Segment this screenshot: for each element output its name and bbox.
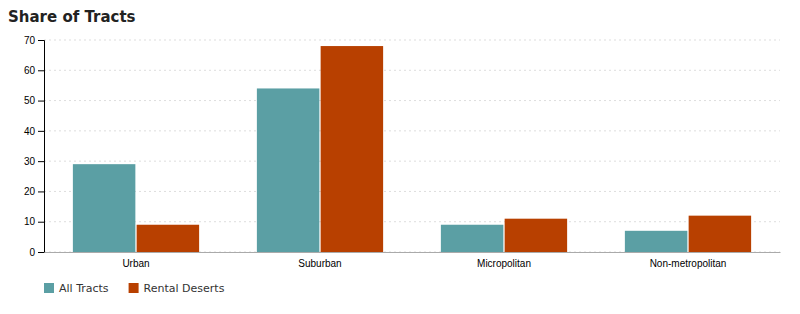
x-tick: Micropolitan [477, 258, 531, 269]
x-axis-line [45, 252, 781, 253]
x-tick: Suburban [298, 258, 341, 269]
y-tick-mark [38, 40, 44, 41]
legend-label: All Tracts [59, 282, 109, 295]
x-tick-label: Non-metropolitan [650, 258, 727, 269]
chart: 0 10 20 30 40 50 60 70 Urban Suburban Micropolitan… [0, 0, 800, 314]
y-tick: 10 [24, 216, 44, 227]
bars [73, 46, 751, 252]
grid-line [44, 70, 780, 71]
bar [321, 46, 383, 252]
x-tick-label: Urban [122, 258, 149, 269]
y-tick-mark [38, 131, 44, 132]
y-tick: 20 [24, 186, 44, 197]
plot: 0 10 20 30 40 50 60 70 Urban Suburban Micropolitan… [24, 35, 781, 269]
y-tick: 0 [29, 247, 44, 258]
y-tick-label: 70 [24, 35, 36, 46]
title: Share of Tracts [8, 8, 136, 26]
y-tick-label: 60 [24, 65, 36, 76]
x-tick-label: Suburban [298, 258, 341, 269]
bar [137, 225, 199, 252]
legend-label: Rental Deserts [144, 282, 225, 295]
legend-swatch [44, 283, 54, 293]
grid-line [44, 161, 780, 162]
grid-line [44, 191, 780, 192]
x-tick: Non-metropolitan [650, 258, 727, 269]
bar [625, 231, 687, 252]
y-tick-mark [38, 252, 44, 253]
y-tick-label: 30 [24, 156, 36, 167]
bar [257, 88, 319, 252]
bar [689, 216, 751, 252]
y-tick: 40 [24, 126, 44, 137]
y-tick-label: 0 [29, 247, 35, 258]
bar [505, 219, 567, 252]
y-tick-mark [38, 70, 44, 71]
legend-item: Rental Deserts [129, 282, 225, 295]
y-tick-label: 20 [24, 186, 36, 197]
y-tick: 60 [24, 65, 44, 76]
y-tick: 50 [24, 95, 44, 106]
y-tick-label: 10 [24, 216, 36, 227]
x-axis: Urban Suburban Micropolitan Non-metropolita… [45, 253, 781, 270]
y-tick: 70 [24, 35, 44, 46]
x-tick-label: Micropolitan [477, 258, 531, 269]
grid [44, 40, 780, 252]
grid-line [44, 221, 780, 222]
y-axis: 0 10 20 30 40 50 60 70 [24, 35, 45, 258]
bar-series [137, 46, 751, 252]
y-tick-label: 50 [24, 95, 36, 106]
y-axis-line [38, 41, 45, 253]
grid-line [44, 130, 780, 131]
y-tick-label: 40 [24, 126, 36, 137]
bar [441, 225, 503, 252]
legend-swatch [129, 283, 139, 293]
grid-line [44, 100, 780, 101]
legend-item: All Tracts [44, 282, 109, 295]
x-tick: Urban [122, 258, 149, 269]
grid-line [44, 40, 780, 41]
bar [73, 164, 135, 252]
y-tick-mark [38, 161, 44, 162]
y-tick-mark [38, 191, 44, 192]
legend: All Tracts Rental Deserts [44, 282, 225, 295]
y-tick-mark [38, 222, 44, 223]
y-tick-mark [38, 101, 44, 102]
y-tick: 30 [24, 156, 44, 167]
